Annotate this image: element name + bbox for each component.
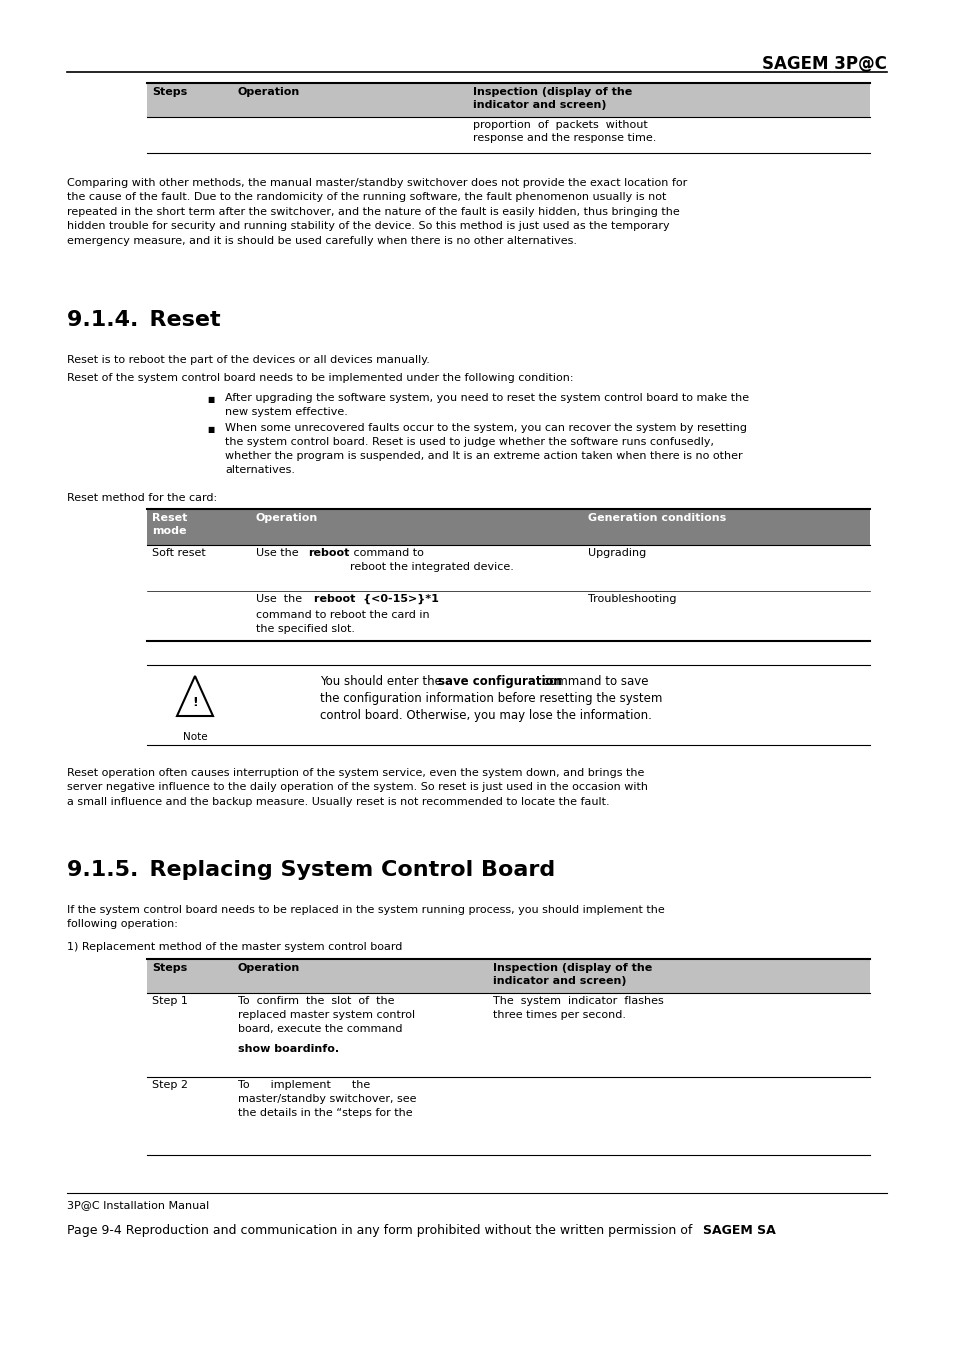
Text: 9.1.4. Reset: 9.1.4. Reset <box>67 309 220 330</box>
Text: 9.1.5. Replacing System Control Board: 9.1.5. Replacing System Control Board <box>67 861 555 880</box>
Text: If the system control board needs to be replaced in the system running process, : If the system control board needs to be … <box>67 905 664 929</box>
Text: control board. Otherwise, you may lose the information.: control board. Otherwise, you may lose t… <box>319 709 651 721</box>
Text: Reset operation often causes interruption of the system service, even the system: Reset operation often causes interruptio… <box>67 767 647 807</box>
Text: Reset of the system control board needs to be implemented under the following co: Reset of the system control board needs … <box>67 373 573 382</box>
Text: Step 1: Step 1 <box>152 996 188 1006</box>
Text: Generation conditions: Generation conditions <box>587 513 725 523</box>
Text: SAGEM 3P@C: SAGEM 3P@C <box>761 55 886 73</box>
Bar <box>147 509 869 544</box>
Text: the configuration information before resetting the system: the configuration information before res… <box>319 692 661 705</box>
Text: Page 9-4 Reproduction and communication in any form prohibited without the writt: Page 9-4 Reproduction and communication … <box>67 1224 696 1238</box>
Text: After upgrading the software system, you need to reset the system control board : After upgrading the software system, you… <box>225 393 748 417</box>
Text: The  system  indicator  flashes
three times per second.: The system indicator flashes three times… <box>493 996 663 1020</box>
Text: 3P@C Installation Manual: 3P@C Installation Manual <box>67 1200 209 1210</box>
Text: SAGEM SA: SAGEM SA <box>702 1224 775 1238</box>
Text: save configuration: save configuration <box>437 676 561 688</box>
Text: Use the: Use the <box>255 549 302 558</box>
Text: Operation: Operation <box>237 86 300 97</box>
Text: To      implement      the
master/standby switchover, see
the details in the “st: To implement the master/standby switchov… <box>237 1079 416 1119</box>
Text: 1) Replacement method of the master system control board: 1) Replacement method of the master syst… <box>67 942 402 952</box>
Text: reboot  {<0-15>}*1: reboot {<0-15>}*1 <box>314 594 438 604</box>
Text: Inspection (display of the
indicator and screen): Inspection (display of the indicator and… <box>473 86 632 111</box>
Text: Step 2: Step 2 <box>152 1079 188 1090</box>
Text: You should enter the: You should enter the <box>319 676 445 688</box>
Text: When some unrecovered faults occur to the system, you can recover the system by : When some unrecovered faults occur to th… <box>225 423 746 476</box>
Text: command to reboot the card in
the specified slot.: command to reboot the card in the specif… <box>255 611 429 634</box>
Text: Steps: Steps <box>152 86 187 97</box>
Text: proportion  of  packets  without
response and the response time.: proportion of packets without response a… <box>473 120 656 143</box>
Text: Troubleshooting: Troubleshooting <box>587 594 676 604</box>
Text: To  confirm  the  slot  of  the
replaced master system control
board, execute th: To confirm the slot of the replaced mast… <box>237 996 415 1034</box>
Text: Operation: Operation <box>255 513 318 523</box>
Text: Reset method for the card:: Reset method for the card: <box>67 493 217 503</box>
Text: Soft reset: Soft reset <box>152 549 206 558</box>
Bar <box>147 82 869 118</box>
Text: Reset is to reboot the part of the devices or all devices manually.: Reset is to reboot the part of the devic… <box>67 355 430 365</box>
Text: show boardinfo.: show boardinfo. <box>237 1044 338 1054</box>
Text: reboot: reboot <box>308 549 349 558</box>
Text: Note: Note <box>182 732 207 742</box>
Text: ■: ■ <box>207 426 214 434</box>
Text: command to save: command to save <box>538 676 648 688</box>
Text: Steps: Steps <box>152 963 187 973</box>
Text: Inspection (display of the
indicator and screen): Inspection (display of the indicator and… <box>493 963 652 986</box>
Text: Operation: Operation <box>237 963 300 973</box>
Text: command to
reboot the integrated device.: command to reboot the integrated device. <box>350 549 514 571</box>
Text: Comparing with other methods, the manual master/standby switchover does not prov: Comparing with other methods, the manual… <box>67 178 686 246</box>
Text: Upgrading: Upgrading <box>587 549 645 558</box>
Text: Use  the: Use the <box>255 594 305 604</box>
Text: Reset
mode: Reset mode <box>152 513 187 536</box>
Bar <box>147 959 869 993</box>
Text: !: ! <box>192 696 197 709</box>
Text: ■: ■ <box>207 394 214 404</box>
